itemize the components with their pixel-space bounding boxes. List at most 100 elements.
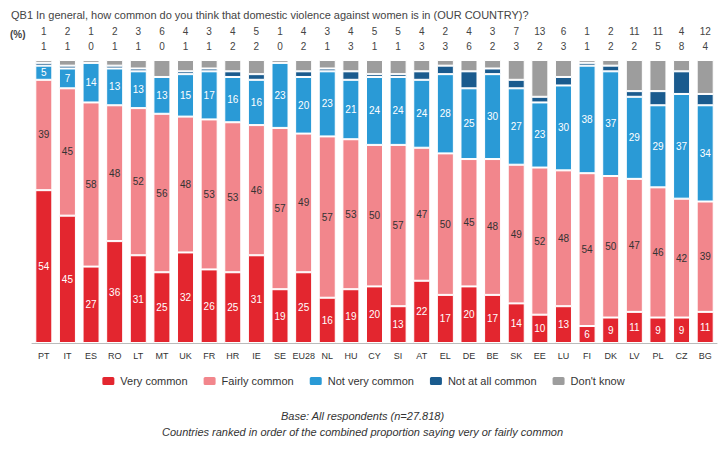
svg-text:Fairly common: Fairly common — [222, 375, 294, 387]
svg-text:2: 2 — [254, 41, 260, 52]
svg-text:48: 48 — [109, 168, 121, 179]
svg-text:14: 14 — [511, 318, 523, 329]
svg-text:50: 50 — [369, 210, 381, 221]
svg-text:45: 45 — [62, 146, 74, 157]
svg-text:3: 3 — [348, 41, 354, 52]
svg-text:47: 47 — [629, 240, 641, 251]
svg-text:11: 11 — [653, 26, 664, 37]
svg-text:13: 13 — [534, 26, 546, 37]
svg-text:EE: EE — [534, 351, 546, 361]
svg-text:3: 3 — [206, 26, 212, 37]
svg-text:52: 52 — [133, 176, 145, 187]
svg-text:39: 39 — [700, 251, 712, 262]
svg-text:26: 26 — [204, 301, 216, 312]
svg-text:6: 6 — [561, 26, 567, 37]
svg-text:54: 54 — [38, 261, 50, 272]
svg-text:11: 11 — [629, 26, 640, 37]
svg-text:11: 11 — [629, 322, 640, 333]
svg-text:34: 34 — [700, 148, 712, 159]
svg-text:57: 57 — [322, 212, 334, 223]
svg-text:48: 48 — [487, 221, 499, 232]
svg-text:SI: SI — [394, 351, 403, 361]
svg-text:3: 3 — [324, 26, 330, 37]
svg-text:6: 6 — [159, 26, 165, 37]
svg-text:49: 49 — [298, 197, 310, 208]
svg-text:49: 49 — [511, 229, 523, 240]
svg-text:LV: LV — [629, 351, 639, 361]
svg-text:0: 0 — [88, 41, 94, 52]
svg-text:5: 5 — [254, 26, 260, 37]
svg-text:4: 4 — [230, 26, 236, 37]
svg-text:28: 28 — [440, 108, 452, 119]
svg-text:Not very common: Not very common — [328, 375, 414, 387]
svg-text:1: 1 — [65, 41, 71, 52]
svg-text:17: 17 — [204, 90, 216, 101]
svg-text:Not at all common: Not at all common — [448, 375, 537, 387]
svg-text:5: 5 — [395, 26, 401, 37]
svg-text:LU: LU — [558, 351, 570, 361]
svg-text:3: 3 — [443, 41, 449, 52]
svg-text:48: 48 — [558, 233, 570, 244]
svg-text:4: 4 — [702, 41, 708, 52]
svg-text:0: 0 — [159, 41, 165, 52]
svg-text:45: 45 — [62, 274, 74, 285]
svg-text:(%): (%) — [10, 29, 26, 40]
svg-text:CY: CY — [368, 351, 381, 361]
svg-text:47: 47 — [416, 209, 428, 220]
svg-text:16: 16 — [227, 94, 239, 105]
svg-text:BE: BE — [487, 351, 499, 361]
svg-text:RO: RO — [108, 351, 122, 361]
svg-text:53: 53 — [204, 189, 216, 200]
svg-text:3: 3 — [513, 41, 519, 52]
svg-text:11: 11 — [700, 322, 711, 333]
svg-text:19: 19 — [345, 311, 357, 322]
svg-text:6: 6 — [466, 41, 472, 52]
svg-text:37: 37 — [605, 118, 617, 129]
svg-text:HU: HU — [344, 351, 357, 361]
svg-text:2: 2 — [537, 41, 543, 52]
svg-text:37: 37 — [676, 141, 688, 152]
svg-text:53: 53 — [227, 192, 239, 203]
svg-text:0: 0 — [277, 41, 283, 52]
svg-text:9: 9 — [655, 325, 661, 336]
svg-text:4: 4 — [466, 26, 472, 37]
svg-text:6: 6 — [584, 329, 590, 340]
svg-text:58: 58 — [85, 179, 97, 190]
svg-text:50: 50 — [440, 219, 452, 230]
svg-text:39: 39 — [38, 129, 50, 140]
svg-text:30: 30 — [487, 111, 499, 122]
svg-text:38: 38 — [582, 114, 594, 125]
svg-text:DK: DK — [604, 351, 617, 361]
svg-text:1: 1 — [324, 41, 330, 52]
svg-text:21: 21 — [345, 104, 357, 115]
svg-text:29: 29 — [629, 132, 641, 143]
svg-text:1: 1 — [41, 41, 47, 52]
svg-text:7: 7 — [65, 73, 71, 84]
svg-text:25: 25 — [227, 302, 239, 313]
svg-text:16: 16 — [251, 97, 263, 108]
svg-text:10: 10 — [534, 323, 546, 334]
svg-text:52: 52 — [534, 236, 546, 247]
svg-text:31: 31 — [251, 294, 263, 305]
svg-text:27: 27 — [511, 121, 523, 132]
svg-text:53: 53 — [345, 209, 357, 220]
svg-text:24: 24 — [393, 105, 405, 116]
svg-text:19: 19 — [274, 311, 286, 322]
svg-text:4: 4 — [301, 26, 307, 37]
svg-text:1: 1 — [584, 26, 590, 37]
svg-text:Don't know: Don't know — [571, 375, 625, 387]
svg-text:4: 4 — [419, 26, 425, 37]
svg-text:13: 13 — [133, 84, 145, 95]
svg-text:PT: PT — [38, 351, 50, 361]
svg-text:36: 36 — [109, 287, 121, 298]
svg-text:9: 9 — [608, 325, 614, 336]
svg-text:27: 27 — [85, 299, 97, 310]
svg-text:46: 46 — [652, 247, 664, 258]
svg-text:29: 29 — [652, 141, 664, 152]
svg-text:2: 2 — [632, 41, 638, 52]
svg-text:16: 16 — [322, 315, 334, 326]
svg-text:SK: SK — [510, 351, 522, 361]
svg-text:30: 30 — [558, 122, 570, 133]
svg-text:17: 17 — [440, 313, 452, 324]
svg-text:42: 42 — [676, 253, 688, 264]
